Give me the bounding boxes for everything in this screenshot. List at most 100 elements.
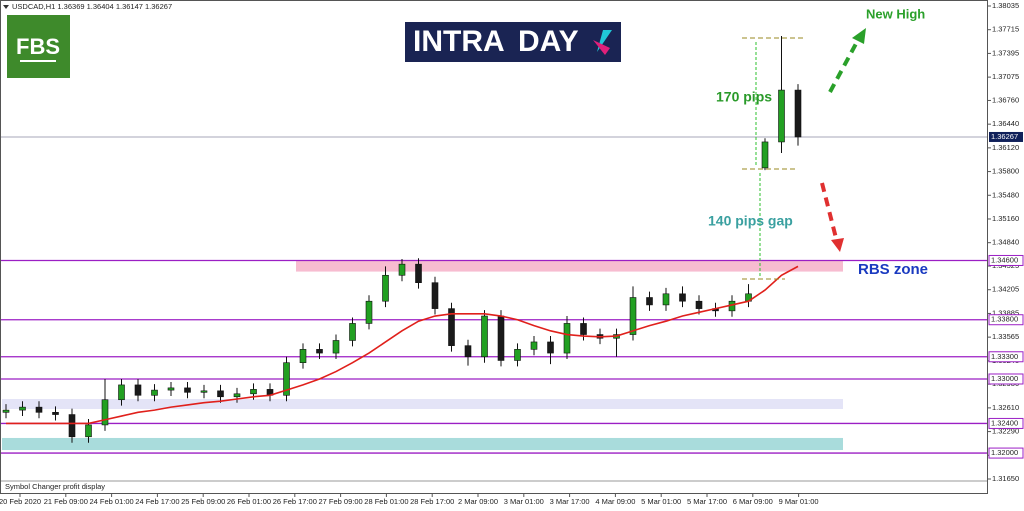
annotation: 140 pips gap xyxy=(708,213,793,229)
y-tick-label: 1.37075 xyxy=(992,72,1019,81)
candle-body xyxy=(778,89,785,143)
candle-body xyxy=(167,387,175,391)
candle-body xyxy=(580,323,587,335)
candle-body xyxy=(497,315,505,361)
candle-body xyxy=(2,409,10,413)
candle-body xyxy=(151,389,158,396)
candle-body xyxy=(448,308,455,346)
level-label-box xyxy=(988,254,1024,266)
x-tick-label: 9 Mar 01:00 xyxy=(779,497,819,506)
plot-border xyxy=(0,0,988,494)
candle-body xyxy=(217,390,224,398)
candle-body xyxy=(695,300,703,309)
candle-body xyxy=(19,406,26,411)
x-tick-label: 24 Feb 17:00 xyxy=(135,497,179,506)
x-tick-label: 25 Feb 09:00 xyxy=(181,497,225,506)
candle-body xyxy=(563,323,571,354)
x-tick-label: 28 Feb 17:00 xyxy=(410,497,454,506)
price-label-box xyxy=(989,131,1023,142)
arrow-down xyxy=(820,182,838,239)
moving-average xyxy=(6,265,799,425)
header-icon xyxy=(3,5,9,9)
x-tick-label: 28 Feb 01:00 xyxy=(364,497,408,506)
candle-body xyxy=(349,323,356,341)
logo-underline xyxy=(20,60,56,62)
level-label: 1.32000 xyxy=(991,448,1018,457)
x-tick-label: 26 Feb 17:00 xyxy=(273,497,317,506)
zone xyxy=(2,437,843,451)
candle-body xyxy=(415,263,422,283)
y-tick-label: 1.37395 xyxy=(992,48,1019,57)
candle-body xyxy=(316,349,323,354)
header: USDCAD,H1 1.36369 1.36404 1.36147 1.3626… xyxy=(12,2,172,11)
price-label: 1.36267 xyxy=(991,132,1018,141)
candle-body xyxy=(629,297,637,335)
y-tick-label: 1.35160 xyxy=(992,214,1019,223)
x-tick-label: 20 Feb 2020 xyxy=(0,497,41,506)
y-tick-label: 1.38035 xyxy=(992,1,1019,10)
candle-body xyxy=(299,349,307,363)
annotation: New High xyxy=(866,6,925,21)
candle-body xyxy=(184,387,191,393)
y-tick-label: 1.35480 xyxy=(992,190,1019,199)
candle-body xyxy=(283,362,290,396)
banner-icon xyxy=(593,40,610,55)
x-tick-label: 6 Mar 09:00 xyxy=(733,497,773,506)
x-tick-label: 4 Mar 09:00 xyxy=(595,497,635,506)
y-tick-label: 1.35800 xyxy=(992,167,1019,176)
candle-body xyxy=(365,300,373,324)
candle-body xyxy=(530,341,538,350)
candle-body xyxy=(134,384,142,396)
zone xyxy=(2,398,843,409)
candle-body xyxy=(382,274,389,302)
candle-body xyxy=(679,293,686,302)
banner-left: INTRA xyxy=(413,25,505,58)
y-tick-label: 1.32290 xyxy=(992,427,1019,436)
candle-body xyxy=(52,412,59,415)
candle-body xyxy=(794,89,802,138)
candle-body xyxy=(250,389,257,395)
candle-body xyxy=(514,349,521,361)
logo-box xyxy=(7,15,70,78)
level-label: 1.33800 xyxy=(991,315,1018,324)
y-tick-label: 1.36760 xyxy=(992,95,1019,104)
x-tick-label: 24 Feb 01:00 xyxy=(89,497,133,506)
y-tick-label: 1.34840 xyxy=(992,238,1019,247)
candle-body xyxy=(761,141,769,169)
arrow-up xyxy=(828,39,860,93)
candle-body xyxy=(233,393,241,398)
candle-body xyxy=(35,406,43,413)
level-label-box xyxy=(988,351,1024,363)
candle-body xyxy=(547,341,554,354)
y-tick-label: 1.32610 xyxy=(992,403,1019,412)
x-tick-label: 3 Mar 01:00 xyxy=(504,497,544,506)
candle-body xyxy=(332,340,340,354)
y-tick-label: 1.33565 xyxy=(992,332,1019,341)
candle-body xyxy=(398,263,406,276)
annotation: RBS zone xyxy=(858,261,928,278)
x-tick-label: 5 Mar 17:00 xyxy=(687,497,727,506)
x-tick-label: 21 Feb 09:00 xyxy=(44,497,88,506)
y-tick-label: 1.31650 xyxy=(992,474,1019,483)
banner-box xyxy=(405,22,621,62)
y-tick-label: 1.37715 xyxy=(992,25,1019,34)
level-label-box xyxy=(988,373,1024,385)
x-tick-label: 26 Feb 01:00 xyxy=(227,497,271,506)
arrow-head xyxy=(831,238,844,252)
footer: Symbol Changer profit display xyxy=(5,482,105,491)
level-label: 1.34600 xyxy=(991,255,1018,264)
annotation: 170 pips xyxy=(716,89,772,105)
x-tick-label: 5 Mar 01:00 xyxy=(641,497,681,506)
y-tick-label: 1.36440 xyxy=(992,119,1019,128)
candle-body xyxy=(662,293,670,306)
level-label-box xyxy=(988,417,1024,429)
level-label: 1.33300 xyxy=(991,352,1018,361)
level-label-box xyxy=(988,447,1024,459)
candle-body xyxy=(200,390,208,393)
banner-right: DAY xyxy=(518,25,579,58)
candle-body xyxy=(464,345,472,358)
x-tick-label: 27 Feb 09:00 xyxy=(318,497,362,506)
candle-body xyxy=(68,414,76,438)
